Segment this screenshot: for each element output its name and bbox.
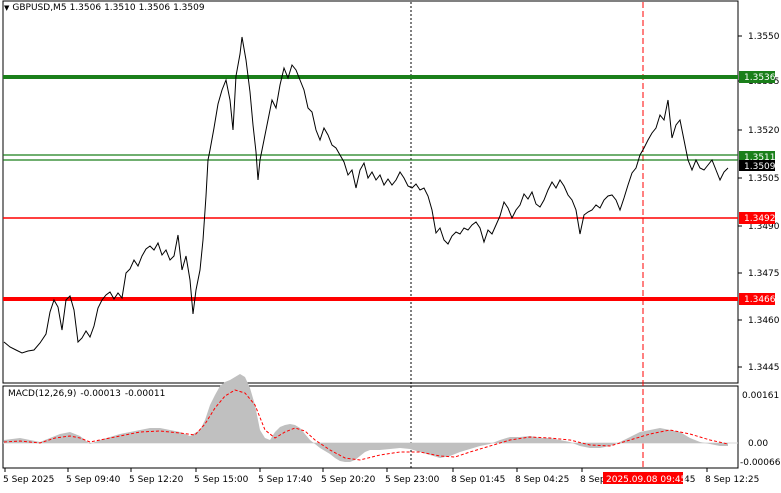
svg-text:1.3492: 1.3492 <box>744 214 776 224</box>
macd-tick: 0.00 <box>748 439 768 449</box>
price-tick: 1.3460 <box>748 316 780 326</box>
time-label: 5 Sep 17:40 <box>258 475 313 485</box>
price-tick: 1.3475 <box>748 269 780 279</box>
low-price: 1.3506 <box>138 3 171 13</box>
time-label: 5 Sep 09:40 <box>66 475 121 485</box>
level-label-1.3466: 1.3466 <box>739 293 776 305</box>
time-label: 8 Sep <box>580 475 606 485</box>
time-highlight: 2025.09.08 09:45 <box>603 472 686 485</box>
price-line <box>3 36 729 354</box>
macd-signal-value: -0.00011 <box>124 389 166 399</box>
level-label-1.3492: 1.3492 <box>739 212 776 224</box>
macd-pane[interactable] <box>2 385 739 469</box>
price-tick: 1.3445 <box>748 363 780 373</box>
time-label: 8 Sep 01:45 <box>451 475 505 485</box>
symbol-name: GBPUSD,M5 <box>12 3 67 13</box>
time-label: 5 Sep 15:00 <box>194 475 249 485</box>
collapse-triangle-icon[interactable]: ▼ <box>4 4 10 12</box>
macd-label: MACD(12,26,9) <box>8 389 77 399</box>
time-label: 5 Sep 20:20 <box>321 475 376 485</box>
macd-signal-line <box>3 389 729 461</box>
time-label: 8 Sep 12:25 <box>705 475 759 485</box>
svg-text:1.3536: 1.3536 <box>744 73 776 83</box>
price-tick: 1.3490 <box>748 222 780 232</box>
svg-text:1.3509: 1.3509 <box>744 162 776 172</box>
price-tick: 1.3520 <box>748 126 780 136</box>
macd-header: MACD(12,26,9) -0.00013 -0.00011 <box>8 389 165 399</box>
svg-text:2025.09.08 09:45: 2025.09.08 09:45 <box>606 475 686 485</box>
price-axis: 1.3550 1.3535 1.3520 1.3505 1.3490 1.347… <box>748 32 780 373</box>
time-label: 5 Sep 23:00 <box>385 475 440 485</box>
open-price: 1.3506 <box>69 3 102 13</box>
price-tick: 1.3550 <box>748 32 780 42</box>
time-label: 8 Sep 04:25 <box>515 475 569 485</box>
macd-tick: 0.00161 <box>742 391 779 401</box>
macd-main-value: -0.00013 <box>80 389 121 399</box>
time-axis: 5 Sep 2025 5 Sep 09:40 5 Sep 12:20 5 Sep… <box>3 475 759 485</box>
high-price: 1.3510 <box>104 3 136 13</box>
price-tick: 1.3505 <box>748 174 780 184</box>
macd-tick: -0.00066 <box>740 458 781 468</box>
price-pane[interactable] <box>2 0 739 384</box>
level-label-1.3509: 1.3509 <box>739 160 776 172</box>
time-label: 5 Sep 2025 <box>3 475 54 485</box>
time-label: 5 Sep 12:20 <box>129 475 184 485</box>
macd-histogram <box>4 374 728 462</box>
macd-axis: 0.00161 0.00 -0.00066 <box>740 391 781 468</box>
time-label: 45 <box>684 475 695 485</box>
svg-text:1.3466: 1.3466 <box>744 295 776 305</box>
symbol-header: ▼ GBPUSD,M5 1.3506 1.3510 1.3506 1.3509 <box>4 3 205 13</box>
svg-text:1.3511: 1.3511 <box>744 153 776 163</box>
level-label-1.3536: 1.3536 <box>739 71 776 83</box>
close-price: 1.3509 <box>173 3 205 13</box>
